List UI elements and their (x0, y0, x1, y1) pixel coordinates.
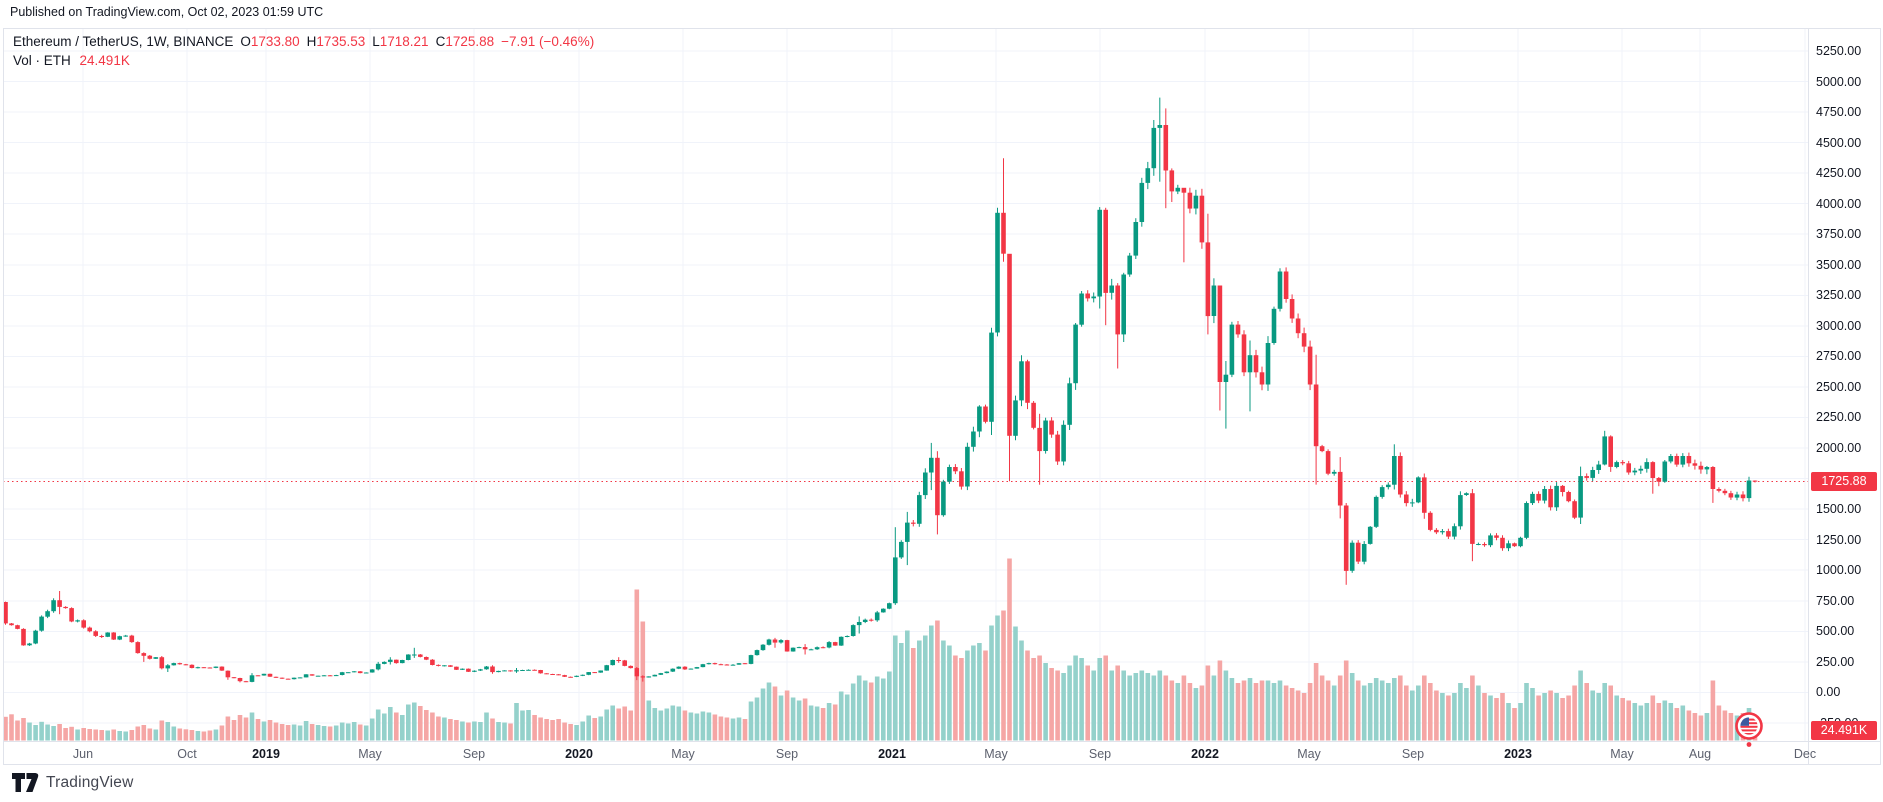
price-tick-label: 5250.00 (1816, 44, 1862, 58)
close-value: 1725.88 (445, 34, 495, 49)
open-label: O (240, 34, 251, 49)
time-tick-label: 2019 (252, 747, 280, 761)
price-tick-label: 2500.00 (1816, 380, 1862, 394)
published-timestamp: Published on TradingView.com, Oct 02, 20… (10, 5, 324, 19)
price-tick-label: 5000.00 (1816, 75, 1862, 89)
last-volume-badge: 24.491K (1811, 721, 1877, 740)
price-tick-label: 3500.00 (1816, 258, 1862, 272)
symbol-title: Ethereum / TetherUS, 1W, BINANCE (13, 34, 234, 49)
price-tick-label: 750.00 (1816, 594, 1855, 608)
high-label: H (306, 34, 317, 49)
time-tick-label: 2022 (1191, 747, 1219, 761)
time-tick-label: May (358, 747, 382, 761)
price-tick-label: 2250.00 (1816, 410, 1862, 424)
time-tick-label: 2023 (1504, 747, 1532, 761)
price-tick-label: 2000.00 (1816, 441, 1862, 455)
change-value: −7.91 (−0.46%) (501, 34, 595, 49)
volume-legend[interactable]: Vol · ETH 24.491K (13, 53, 130, 68)
time-tick-label: Oct (177, 747, 197, 761)
price-tick-label: 4250.00 (1816, 166, 1862, 180)
tradingview-logo-icon (12, 773, 39, 792)
time-tick-label: 2021 (878, 747, 906, 761)
tradingview-footer-link[interactable]: TradingView (12, 773, 134, 793)
time-tick-label: Dec (1793, 747, 1817, 761)
low-value: 1718.21 (379, 34, 429, 49)
time-tick-label: 2020 (565, 747, 593, 761)
price-tick-label: 1250.00 (1816, 533, 1862, 547)
time-tick-label: May (1610, 747, 1634, 761)
time-tick-label: Sep (1088, 747, 1112, 761)
price-tick-label: 1000.00 (1816, 563, 1862, 577)
price-tick-label: 250.00 (1816, 655, 1855, 669)
price-tick-label: 4500.00 (1816, 136, 1862, 150)
price-tick-label: 1500.00 (1816, 502, 1862, 516)
price-tick-label: 0.00 (1816, 685, 1841, 699)
price-tick-label: 2750.00 (1816, 349, 1862, 363)
price-tick-label: 4750.00 (1816, 105, 1862, 119)
time-tick-label: Aug (1688, 747, 1712, 761)
price-tick-label: 3000.00 (1816, 319, 1862, 333)
us-flag-event-icon[interactable] (1733, 712, 1765, 748)
high-value: 1735.53 (316, 34, 366, 49)
time-tick-label: Sep (462, 747, 486, 761)
close-label: C (435, 34, 446, 49)
time-tick-label: Sep (775, 747, 799, 761)
volume-value: 24.491K (79, 53, 130, 68)
time-tick-label: May (671, 747, 695, 761)
time-tick-label: May (1297, 747, 1321, 761)
price-tick-label: 4000.00 (1816, 197, 1862, 211)
open-value: 1733.80 (250, 34, 300, 49)
last-price-badge: 1725.88 (1811, 472, 1877, 491)
price-tick-label: 500.00 (1816, 624, 1855, 638)
price-tick-label: 3750.00 (1816, 227, 1862, 241)
symbol-legend[interactable]: Ethereum / TetherUS, 1W, BINANCE O1733.80… (13, 34, 594, 49)
volume-label: Vol · ETH (13, 53, 71, 68)
price-tick-label: 3250.00 (1816, 288, 1862, 302)
time-tick-label: May (984, 747, 1008, 761)
low-label: L (372, 34, 380, 49)
time-tick-label: Jun (72, 747, 94, 761)
footer-brand-text: TradingView (46, 774, 134, 791)
time-tick-label: Sep (1401, 747, 1425, 761)
